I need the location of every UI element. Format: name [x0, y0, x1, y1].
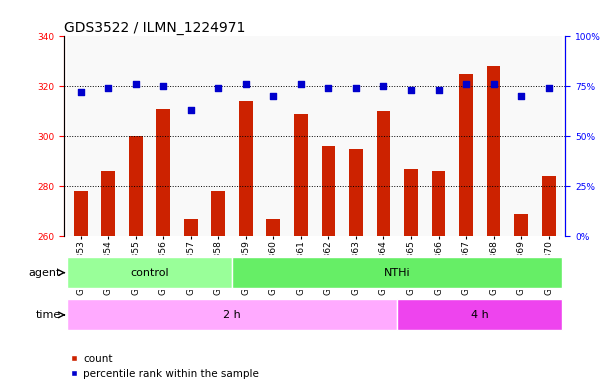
Bar — [122, 36, 150, 236]
Bar — [397, 300, 562, 330]
Bar — [177, 36, 205, 236]
Bar — [67, 257, 232, 288]
Bar — [205, 36, 232, 236]
Bar — [232, 36, 260, 236]
Bar — [321, 146, 335, 236]
Bar — [150, 36, 177, 236]
Point — [489, 81, 499, 88]
Bar — [67, 36, 95, 236]
Point — [103, 85, 113, 91]
Bar — [431, 171, 445, 236]
Bar — [95, 36, 122, 236]
Bar — [397, 36, 425, 236]
Text: control: control — [130, 268, 169, 278]
Bar — [232, 257, 562, 288]
Bar — [287, 36, 315, 236]
Bar — [315, 36, 342, 236]
Bar — [459, 74, 473, 236]
Bar — [342, 36, 370, 236]
Bar — [67, 300, 397, 330]
Bar — [205, 36, 232, 236]
Point — [241, 81, 251, 88]
Bar — [260, 36, 287, 236]
Text: GDS3522 / ILMN_1224971: GDS3522 / ILMN_1224971 — [64, 22, 246, 35]
Bar — [535, 36, 562, 236]
Bar — [129, 136, 142, 236]
Bar — [480, 36, 507, 236]
Bar — [101, 171, 115, 236]
Bar — [156, 109, 170, 236]
Bar — [67, 36, 95, 236]
Text: time: time — [36, 310, 61, 320]
Point — [186, 107, 196, 113]
Bar — [95, 36, 122, 236]
Point — [76, 89, 86, 96]
Point — [131, 81, 141, 88]
Point — [296, 81, 306, 88]
Point — [461, 81, 471, 88]
Bar — [535, 36, 562, 236]
Bar — [349, 149, 363, 236]
Bar — [425, 36, 452, 236]
Bar — [150, 36, 177, 236]
Bar — [342, 36, 370, 236]
Bar — [514, 214, 528, 236]
Bar — [177, 36, 205, 236]
Bar — [487, 66, 500, 236]
Bar — [425, 36, 452, 236]
Point — [158, 83, 168, 89]
Text: NTHi: NTHi — [384, 268, 411, 278]
Bar — [266, 218, 280, 236]
Bar — [74, 191, 87, 236]
Bar — [376, 111, 390, 236]
Bar — [480, 36, 507, 236]
Point — [351, 85, 361, 91]
Bar — [507, 36, 535, 236]
Bar — [452, 36, 480, 236]
Bar — [404, 169, 418, 236]
Bar — [397, 36, 425, 236]
Text: agent: agent — [29, 268, 61, 278]
Bar — [315, 36, 342, 236]
Point — [434, 87, 444, 93]
Point — [213, 85, 223, 91]
Bar — [370, 36, 397, 236]
Text: 2 h: 2 h — [223, 310, 241, 320]
Legend: count, percentile rank within the sample: count, percentile rank within the sample — [70, 354, 259, 379]
Bar — [184, 218, 198, 236]
Bar — [122, 36, 150, 236]
Bar — [239, 101, 253, 236]
Bar — [542, 176, 555, 236]
Text: 4 h: 4 h — [471, 310, 489, 320]
Bar — [507, 36, 535, 236]
Bar — [370, 36, 397, 236]
Bar — [452, 36, 480, 236]
Bar — [232, 36, 260, 236]
Bar — [287, 36, 315, 236]
Point — [516, 93, 526, 99]
Point — [544, 85, 554, 91]
Point — [268, 93, 278, 99]
Point — [379, 83, 389, 89]
Bar — [294, 114, 308, 236]
Point — [324, 85, 334, 91]
Point — [406, 87, 416, 93]
Bar — [211, 191, 225, 236]
Bar — [260, 36, 287, 236]
